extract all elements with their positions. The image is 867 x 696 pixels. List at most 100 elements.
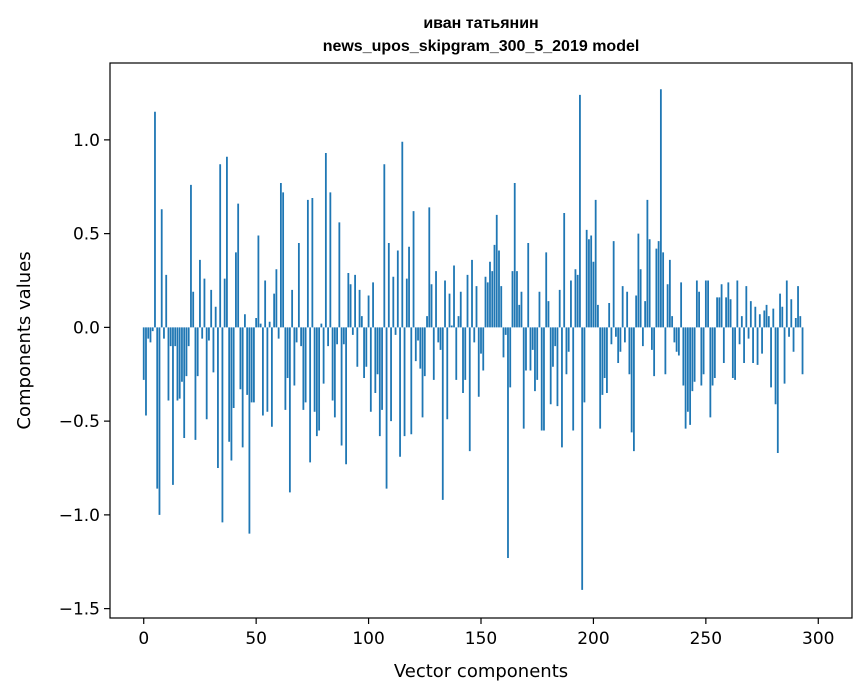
bar xyxy=(601,327,604,395)
bar xyxy=(403,327,406,437)
bar xyxy=(169,327,172,347)
bar xyxy=(731,327,734,379)
bar xyxy=(336,327,338,345)
bar xyxy=(628,327,631,375)
bar xyxy=(668,259,671,328)
bar xyxy=(187,327,190,347)
bar xyxy=(543,327,545,431)
bar xyxy=(781,306,784,328)
bar xyxy=(345,327,347,465)
bar xyxy=(192,291,195,328)
bar xyxy=(183,327,186,439)
bar xyxy=(441,327,444,500)
bar xyxy=(417,327,419,341)
bar xyxy=(327,327,329,347)
bar xyxy=(181,327,183,382)
bar xyxy=(318,327,321,431)
bar xyxy=(199,259,201,328)
bar xyxy=(704,280,707,328)
bar xyxy=(291,289,294,328)
x-tick-label: 200 xyxy=(577,629,609,649)
bar xyxy=(511,271,514,328)
bar xyxy=(700,327,703,386)
bar xyxy=(657,241,660,328)
bar xyxy=(763,310,766,328)
bar xyxy=(563,213,566,328)
bar xyxy=(561,327,563,448)
bar xyxy=(486,282,489,328)
bar xyxy=(689,327,692,425)
bar xyxy=(713,327,716,379)
bar xyxy=(390,327,392,422)
bar xyxy=(471,259,473,328)
bar xyxy=(147,327,150,339)
bar xyxy=(293,327,296,386)
bar xyxy=(606,327,608,393)
bar xyxy=(322,327,325,384)
y-tick-label: 0.0 xyxy=(73,318,100,338)
bar xyxy=(457,316,460,328)
bar xyxy=(720,284,723,328)
bar xyxy=(520,291,523,328)
bar xyxy=(673,327,676,343)
bar xyxy=(498,250,500,328)
bar xyxy=(671,316,674,328)
bar xyxy=(709,327,712,418)
bar xyxy=(574,269,577,328)
bar xyxy=(500,286,503,328)
bar xyxy=(749,301,752,328)
bar xyxy=(412,211,415,328)
bar xyxy=(610,327,613,345)
bar xyxy=(790,299,793,328)
bar xyxy=(738,327,741,345)
bar xyxy=(306,199,309,328)
bar xyxy=(374,327,377,393)
bar xyxy=(579,94,581,328)
bar xyxy=(340,327,343,446)
bar xyxy=(396,250,399,328)
bar xyxy=(255,318,258,328)
bar xyxy=(381,327,383,410)
bar xyxy=(630,327,633,433)
bar xyxy=(174,327,177,347)
bar xyxy=(473,327,476,343)
bar xyxy=(585,229,588,328)
bar xyxy=(477,327,480,397)
bar xyxy=(666,284,669,328)
bar xyxy=(711,327,714,386)
bar xyxy=(333,327,336,418)
bar xyxy=(329,192,332,328)
bar xyxy=(351,327,354,335)
bar xyxy=(428,207,431,328)
bar xyxy=(448,293,451,328)
bar xyxy=(248,327,251,534)
bar xyxy=(367,295,370,328)
bar xyxy=(185,327,188,377)
x-tick-label: 300 xyxy=(802,629,834,649)
bar xyxy=(320,323,323,328)
bar xyxy=(785,280,788,328)
bar xyxy=(210,289,213,328)
bar xyxy=(776,327,779,454)
bar xyxy=(324,153,327,328)
bar xyxy=(259,323,262,328)
bar xyxy=(203,278,206,328)
bar xyxy=(149,327,152,343)
bar xyxy=(214,306,217,328)
bar xyxy=(228,327,231,442)
bar xyxy=(419,327,422,369)
bar xyxy=(772,308,775,328)
bar xyxy=(745,286,748,328)
bar xyxy=(653,327,656,377)
bar xyxy=(145,327,147,416)
bar xyxy=(302,327,305,410)
bar xyxy=(408,246,410,328)
bar xyxy=(264,280,267,328)
bar xyxy=(502,327,505,358)
bar xyxy=(331,327,334,401)
bar xyxy=(235,252,237,328)
bar xyxy=(453,265,455,328)
bar xyxy=(522,327,525,429)
bar xyxy=(275,269,278,328)
bar xyxy=(205,327,208,420)
